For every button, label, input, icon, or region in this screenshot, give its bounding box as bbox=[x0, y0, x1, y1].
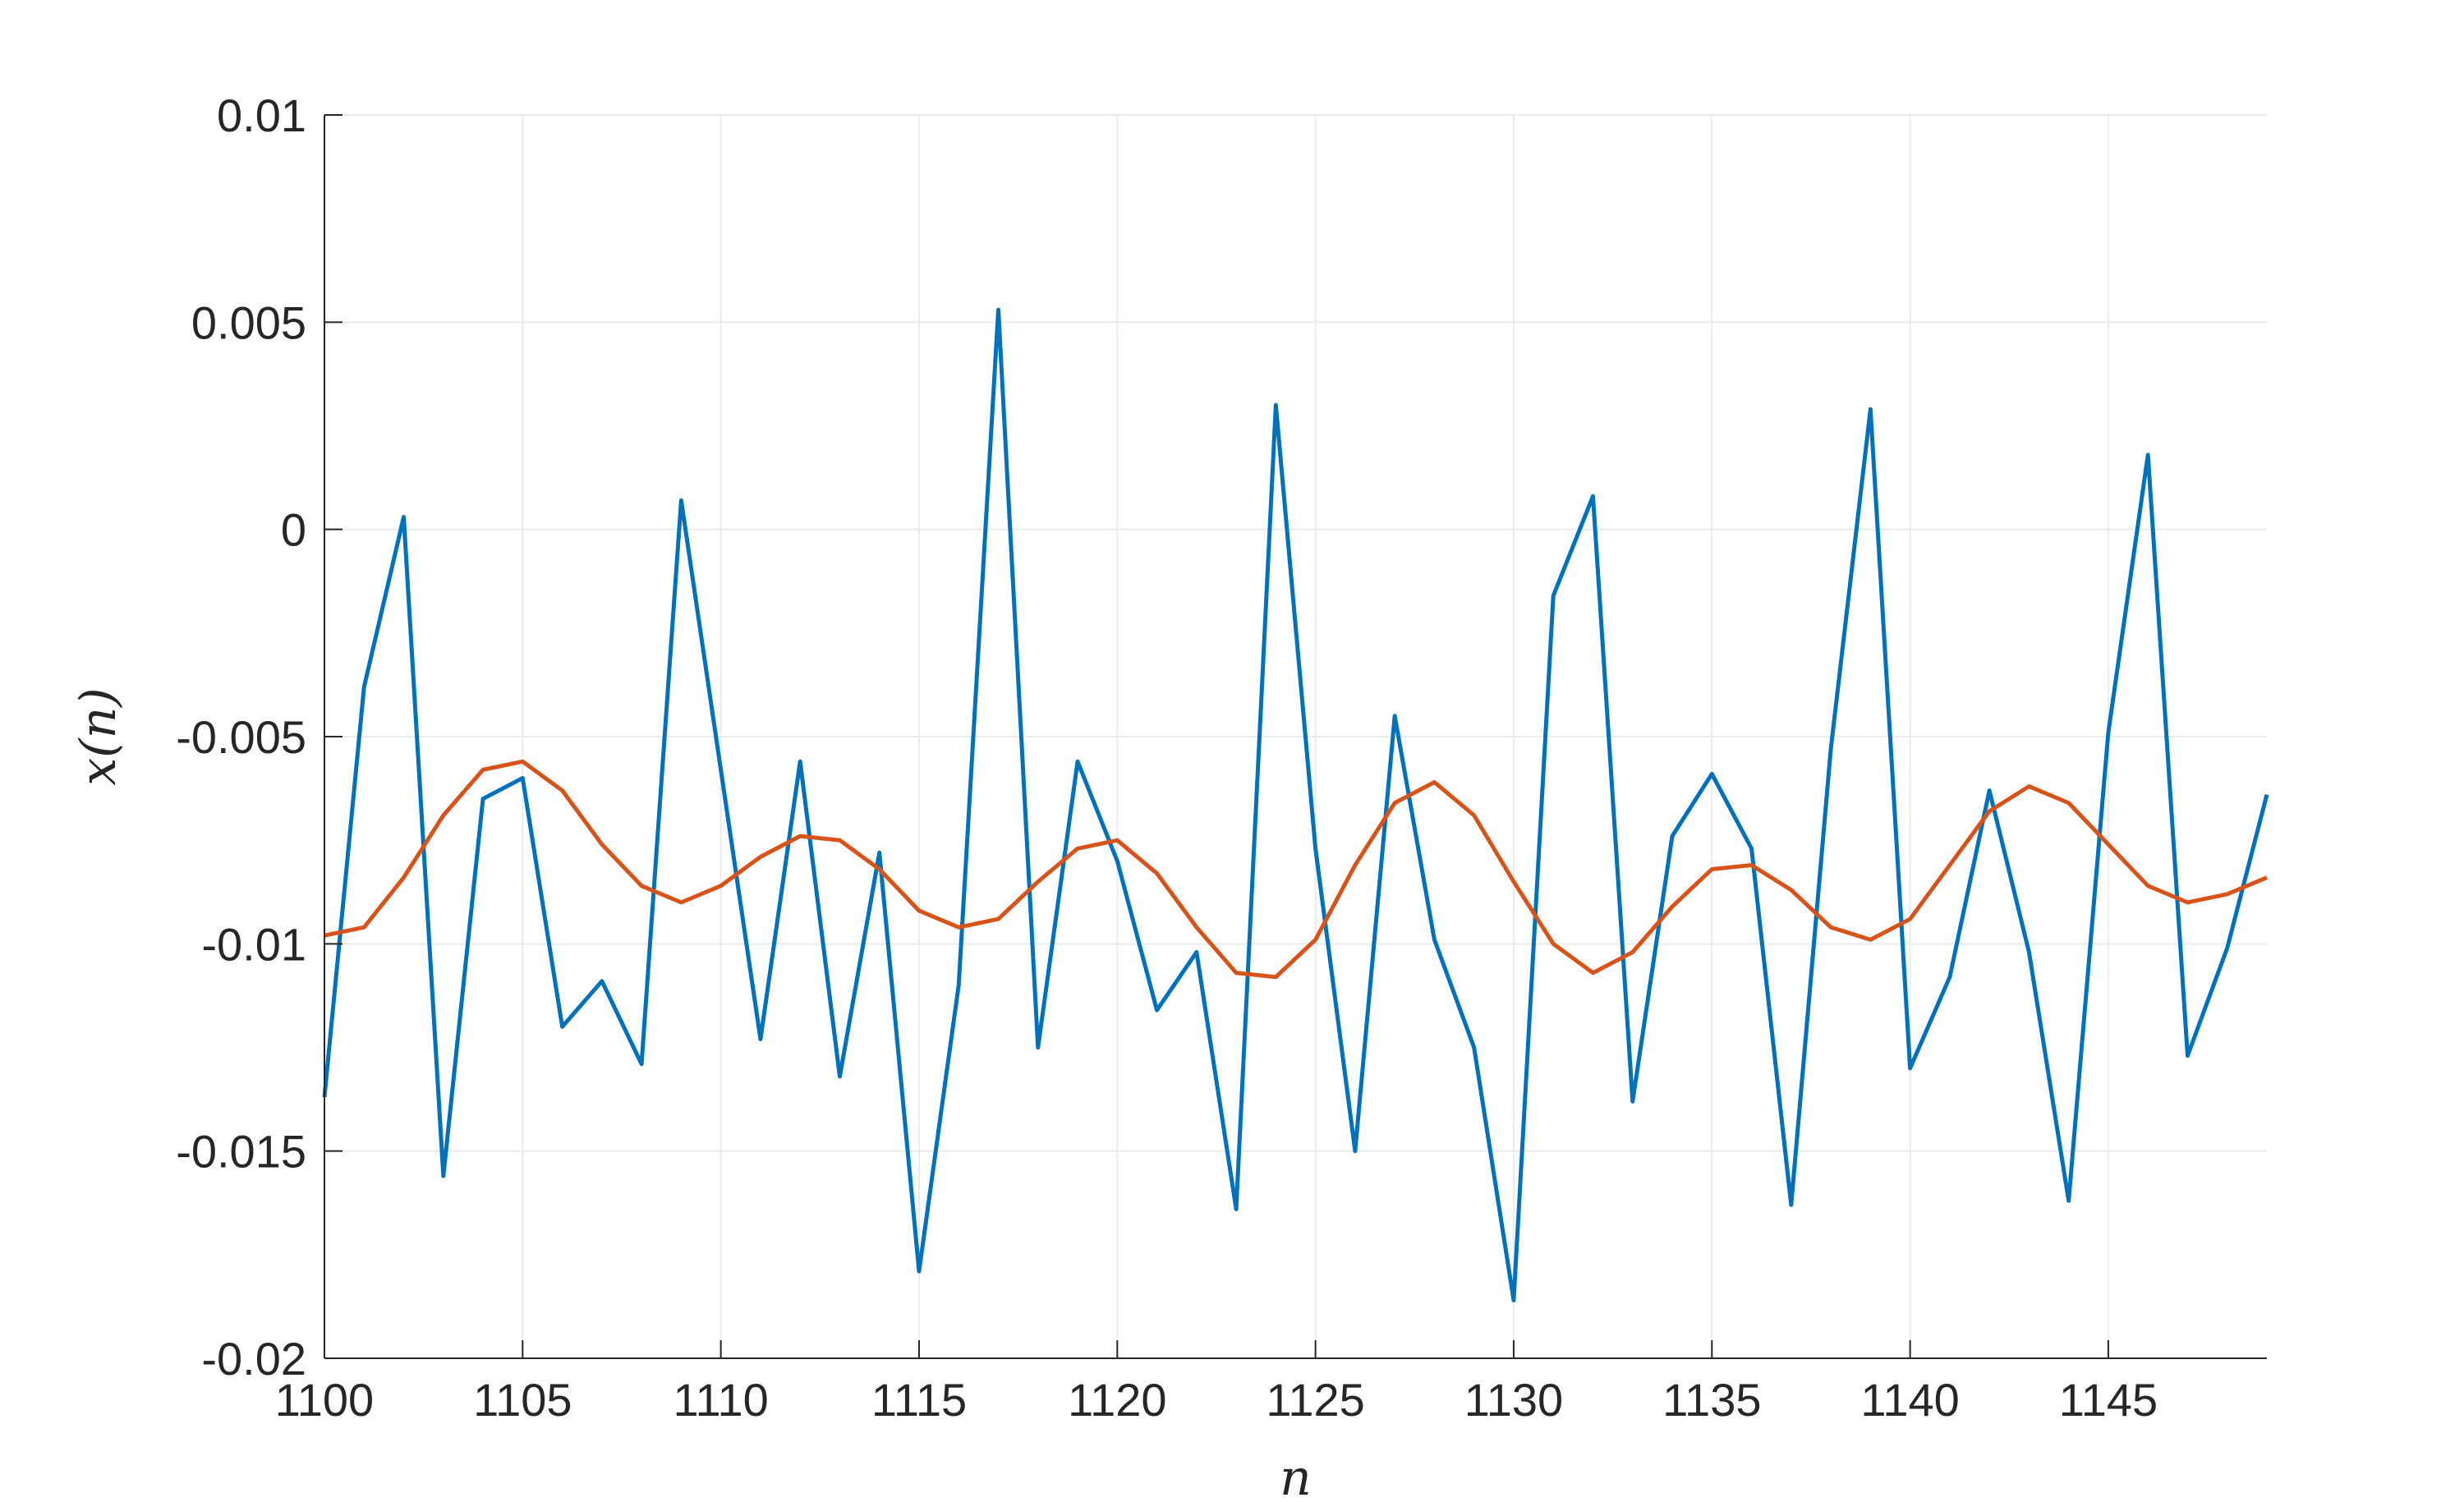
x-tick-label: 1110 bbox=[673, 1374, 769, 1426]
y-tick-label: 0.005 bbox=[191, 296, 306, 348]
series-line-1 bbox=[322, 307, 2269, 1302]
y-tick-label: 0.01 bbox=[217, 90, 306, 141]
x-tick-label: 1140 bbox=[1860, 1374, 1959, 1426]
x-axis-label: n bbox=[1280, 1449, 1312, 1502]
x-tick-label: 1115 bbox=[871, 1374, 967, 1426]
series-layer bbox=[322, 307, 2269, 1302]
x-tick-label: 1100 bbox=[275, 1374, 374, 1426]
y-tick-label: -0.02 bbox=[201, 1333, 306, 1385]
y-tick-label: -0.01 bbox=[201, 918, 306, 970]
x-tick-label: 1135 bbox=[1662, 1374, 1761, 1426]
y-tick-label: -0.015 bbox=[176, 1126, 306, 1178]
x-tick-label: 1120 bbox=[1068, 1374, 1166, 1426]
x-tick-label: 1130 bbox=[1464, 1374, 1563, 1426]
y-tick-label: -0.005 bbox=[176, 711, 306, 763]
series-line-2 bbox=[324, 759, 2268, 980]
y-axis-label: x(n) bbox=[70, 687, 127, 785]
axes bbox=[324, 114, 2267, 1359]
x-tick-label: 1145 bbox=[2059, 1374, 2158, 1426]
tick-labels: 1100 1105 1110 1115 1120 1125 1130 1135 1140 1145… bbox=[176, 90, 2158, 1426]
x-tick-label: 1125 bbox=[1266, 1374, 1364, 1426]
x-tick-label: 1105 bbox=[473, 1374, 572, 1426]
y-tick-label: 0 bbox=[281, 504, 306, 556]
